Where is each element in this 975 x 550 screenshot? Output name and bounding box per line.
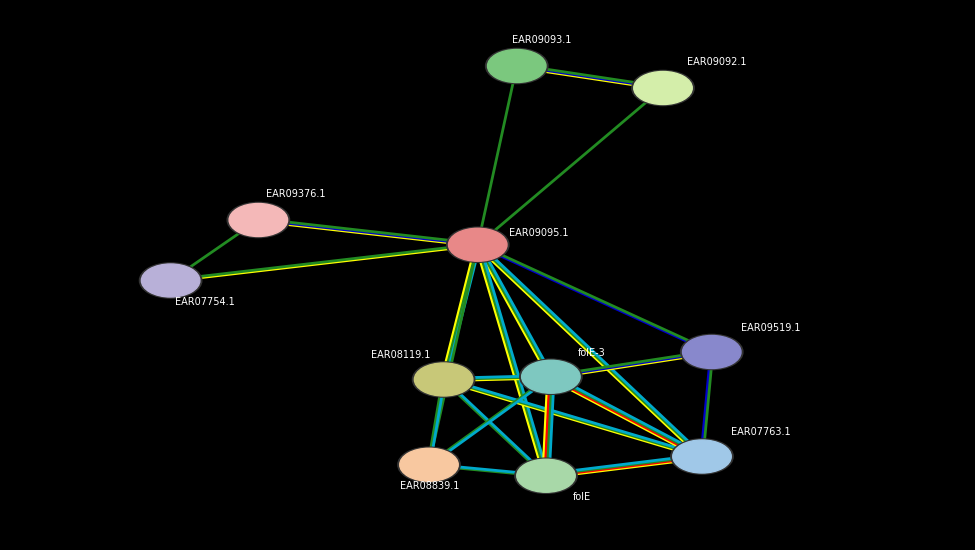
Circle shape bbox=[488, 50, 546, 82]
Circle shape bbox=[673, 440, 731, 473]
Circle shape bbox=[671, 439, 733, 474]
Circle shape bbox=[682, 336, 741, 368]
Circle shape bbox=[520, 359, 582, 394]
Text: EAR09092.1: EAR09092.1 bbox=[687, 57, 747, 67]
Circle shape bbox=[229, 204, 288, 236]
Circle shape bbox=[139, 263, 202, 298]
Circle shape bbox=[522, 360, 580, 393]
Circle shape bbox=[515, 458, 577, 493]
Circle shape bbox=[398, 447, 460, 482]
Text: EAR07754.1: EAR07754.1 bbox=[176, 297, 235, 307]
Text: EAR09095.1: EAR09095.1 bbox=[509, 228, 568, 238]
Circle shape bbox=[634, 72, 692, 104]
Circle shape bbox=[517, 459, 575, 492]
Circle shape bbox=[632, 70, 694, 106]
Circle shape bbox=[681, 334, 743, 370]
Text: EAR08119.1: EAR08119.1 bbox=[370, 350, 430, 360]
Circle shape bbox=[447, 227, 509, 262]
Text: EAR09376.1: EAR09376.1 bbox=[266, 189, 326, 199]
Text: EAR08839.1: EAR08839.1 bbox=[400, 481, 459, 491]
Text: folE-3: folE-3 bbox=[578, 348, 605, 358]
Text: EAR07763.1: EAR07763.1 bbox=[731, 427, 791, 437]
Circle shape bbox=[486, 48, 548, 84]
Circle shape bbox=[412, 362, 475, 397]
Circle shape bbox=[141, 264, 200, 297]
Circle shape bbox=[448, 228, 507, 261]
Text: EAR09093.1: EAR09093.1 bbox=[512, 35, 571, 45]
Circle shape bbox=[414, 363, 473, 396]
Circle shape bbox=[400, 448, 458, 481]
Text: folE: folE bbox=[573, 492, 592, 502]
Text: EAR09519.1: EAR09519.1 bbox=[741, 323, 800, 333]
Circle shape bbox=[227, 202, 290, 238]
